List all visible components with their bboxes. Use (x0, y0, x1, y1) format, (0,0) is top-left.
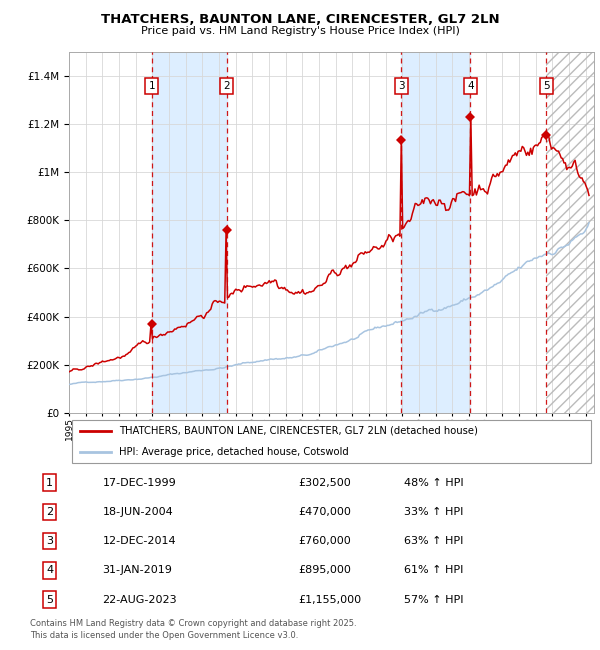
Text: 4: 4 (46, 566, 53, 575)
Text: 63% ↑ HPI: 63% ↑ HPI (404, 536, 463, 546)
Text: 5: 5 (543, 81, 550, 91)
Text: THATCHERS, BAUNTON LANE, CIRENCESTER, GL7 2LN (detached house): THATCHERS, BAUNTON LANE, CIRENCESTER, GL… (119, 426, 478, 436)
Text: Price paid vs. HM Land Registry's House Price Index (HPI): Price paid vs. HM Land Registry's House … (140, 26, 460, 36)
Text: 1: 1 (46, 478, 53, 488)
Text: 4: 4 (467, 81, 473, 91)
Text: 57% ↑ HPI: 57% ↑ HPI (404, 595, 463, 604)
Text: 22-AUG-2023: 22-AUG-2023 (103, 595, 177, 604)
Text: £470,000: £470,000 (298, 507, 351, 517)
Bar (152, 52, 227, 413)
Text: This data is licensed under the Open Government Licence v3.0.: This data is licensed under the Open Gov… (30, 630, 298, 640)
Text: 3: 3 (398, 81, 405, 91)
Text: £1,155,000: £1,155,000 (298, 595, 361, 604)
Text: 31-JAN-2019: 31-JAN-2019 (103, 566, 172, 575)
Text: 12-DEC-2014: 12-DEC-2014 (103, 536, 176, 546)
Text: £760,000: £760,000 (298, 536, 350, 546)
FancyBboxPatch shape (71, 420, 591, 463)
Text: 17-DEC-1999: 17-DEC-1999 (103, 478, 176, 488)
Text: 5: 5 (46, 595, 53, 604)
Text: 48% ↑ HPI: 48% ↑ HPI (404, 478, 463, 488)
Text: Contains HM Land Registry data © Crown copyright and database right 2025.: Contains HM Land Registry data © Crown c… (30, 619, 356, 628)
Text: 61% ↑ HPI: 61% ↑ HPI (404, 566, 463, 575)
Text: 2: 2 (46, 507, 53, 517)
Text: HPI: Average price, detached house, Cotswold: HPI: Average price, detached house, Cots… (119, 447, 349, 457)
Text: THATCHERS, BAUNTON LANE, CIRENCESTER, GL7 2LN: THATCHERS, BAUNTON LANE, CIRENCESTER, GL… (101, 13, 499, 26)
Bar (401, 52, 470, 413)
Text: 33% ↑ HPI: 33% ↑ HPI (404, 507, 463, 517)
Text: 1: 1 (148, 81, 155, 91)
Text: £302,500: £302,500 (298, 478, 350, 488)
Text: 18-JUN-2004: 18-JUN-2004 (103, 507, 173, 517)
Text: 2: 2 (223, 81, 230, 91)
Bar (547, 52, 594, 413)
Text: 3: 3 (46, 536, 53, 546)
Bar (547, 52, 594, 413)
Text: £895,000: £895,000 (298, 566, 351, 575)
